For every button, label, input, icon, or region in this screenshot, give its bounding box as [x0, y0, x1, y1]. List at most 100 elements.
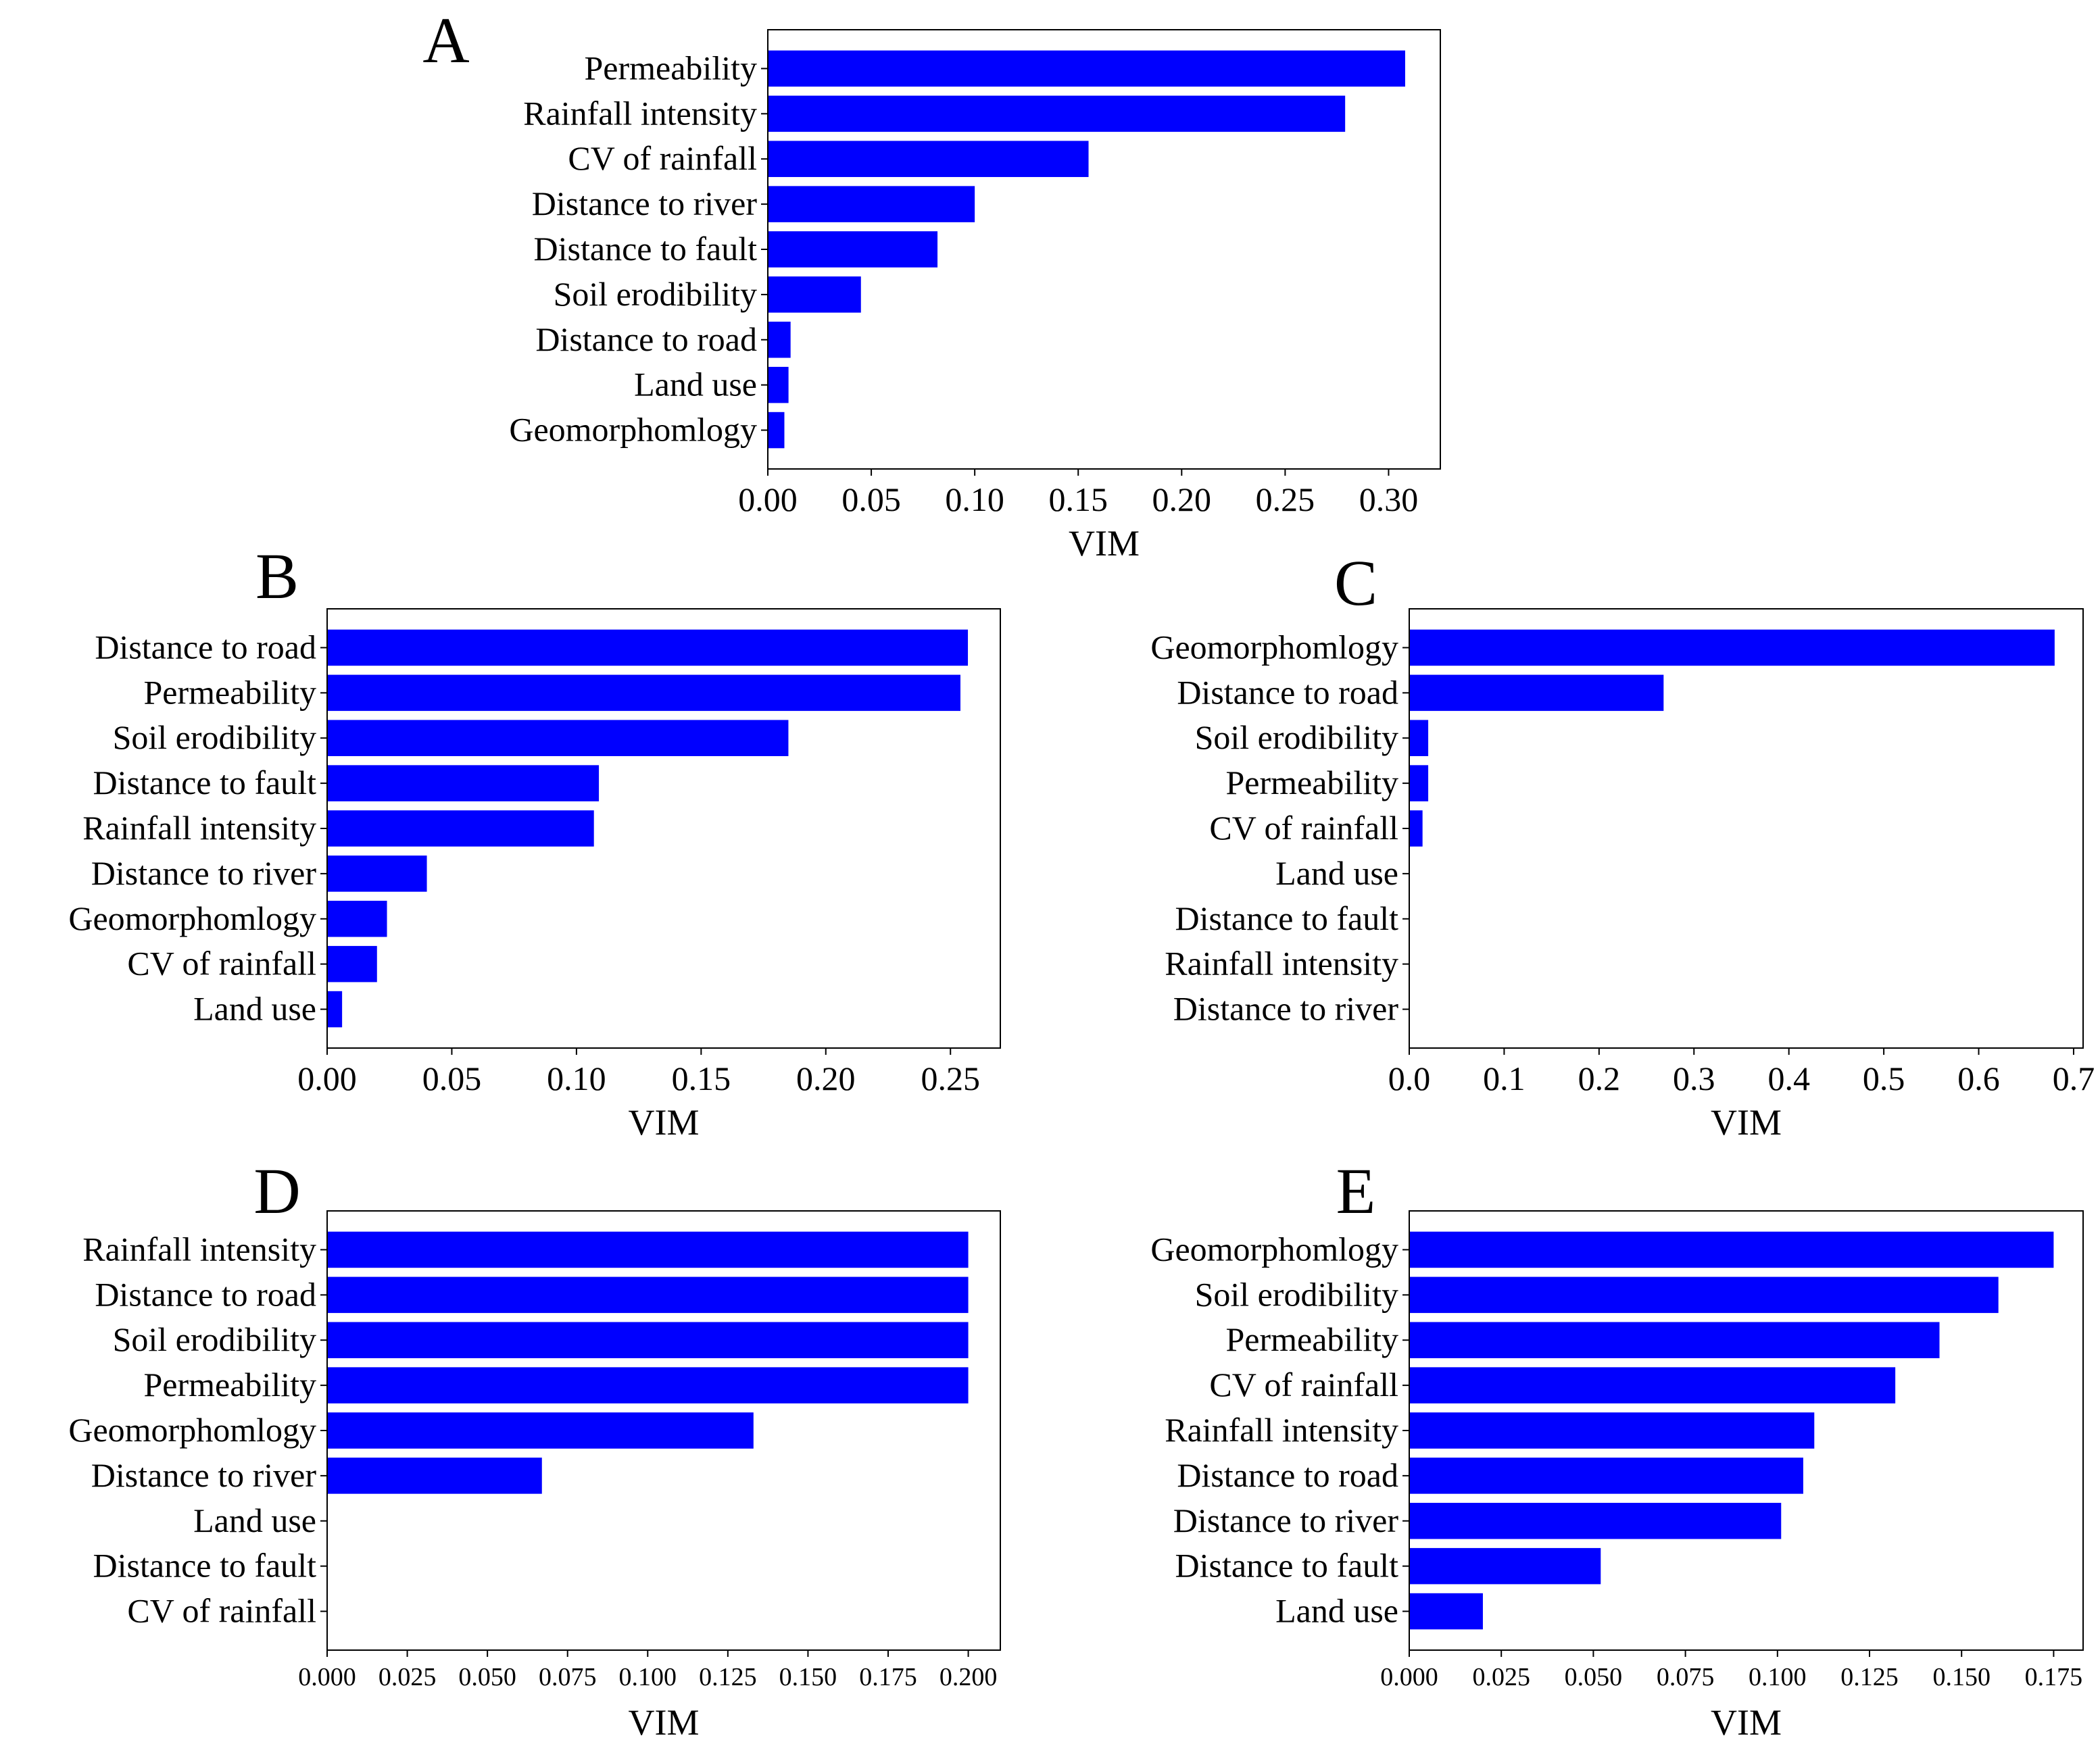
- x-tick-label: 0.05: [422, 1060, 482, 1097]
- bar: [1409, 629, 2055, 666]
- x-tick-label: 0.4: [1767, 1060, 1810, 1097]
- bar: [1409, 674, 1664, 712]
- category-label: Rainfall intensity: [1165, 1411, 1398, 1449]
- panel-letter: C: [1334, 547, 1377, 619]
- x-tick-label: 0.25: [921, 1060, 980, 1097]
- bar: [327, 720, 789, 756]
- bar: [1409, 1458, 1803, 1494]
- x-tick-label: 0.075: [1657, 1663, 1715, 1691]
- bar: [768, 276, 861, 313]
- bar: [327, 810, 594, 847]
- category-label: Geomorphomlogy: [1150, 628, 1398, 666]
- bar: [327, 855, 427, 892]
- category-label: Rainfall intensity: [82, 1230, 316, 1268]
- category-label: Distance to river: [1173, 990, 1399, 1028]
- x-tick-label: 0.10: [547, 1060, 606, 1097]
- plot-frame: [767, 29, 1441, 470]
- bar: [327, 1412, 754, 1449]
- x-tick-label: 0.30: [1359, 480, 1419, 518]
- bar: [1409, 1276, 1999, 1314]
- category-label: Geomorphomlogy: [68, 1411, 316, 1449]
- bar: [1409, 1367, 1896, 1403]
- bar: [768, 322, 791, 358]
- bar: [327, 1231, 969, 1268]
- bar: [327, 1276, 969, 1314]
- bar: [327, 629, 969, 666]
- category-label: Soil erodibility: [113, 1320, 316, 1358]
- x-tick-label: 0.1: [1483, 1060, 1525, 1097]
- category-label: Distance to river: [532, 184, 758, 222]
- x-axis-title: VIM: [629, 1702, 700, 1740]
- bar: [327, 1322, 969, 1358]
- bar: [768, 231, 938, 268]
- x-tick-label: 0.6: [1957, 1060, 2000, 1097]
- chart-panel-b: B Distance to road Permeability Soil erodib…: [68, 540, 1001, 1143]
- bar: [768, 95, 1346, 132]
- category-label: CV of rainfall: [127, 945, 316, 983]
- bar: [327, 765, 600, 801]
- category-label: Soil erodibility: [113, 718, 316, 756]
- category-label: Rainfall intensity: [82, 809, 316, 847]
- x-tick-label: 0.025: [379, 1663, 437, 1691]
- category-label: Rainfall intensity: [1165, 945, 1398, 983]
- category-label: Distance to fault: [93, 1547, 317, 1585]
- bar: [1409, 1593, 1483, 1630]
- x-tick-label: 0.175: [2025, 1663, 2083, 1691]
- category-label: Distance to fault: [1175, 899, 1399, 937]
- bar: [1409, 1231, 2054, 1268]
- category-label: CV of rainfall: [127, 1592, 316, 1630]
- category-label: Distance to road: [95, 628, 316, 666]
- bar: [768, 141, 1089, 177]
- x-tick-label: 0.7: [2053, 1060, 2095, 1097]
- category-label: CV of rainfall: [568, 139, 757, 177]
- category-label: Permeability: [1226, 1320, 1399, 1358]
- x-tick-label: 0.20: [796, 1060, 856, 1097]
- x-tick-label: 0.2: [1578, 1060, 1621, 1097]
- category-label: Permeability: [1226, 764, 1399, 801]
- category-label: CV of rainfall: [1209, 809, 1398, 847]
- category-label: Geomorphomlogy: [68, 899, 316, 937]
- category-label: Distance to road: [1177, 1456, 1398, 1494]
- category-label: Permeability: [585, 49, 758, 86]
- x-tick-label: 0.000: [1380, 1663, 1438, 1691]
- x-tick-label: 0.20: [1152, 480, 1212, 518]
- category-label: Land use: [193, 990, 316, 1028]
- bar: [327, 674, 960, 712]
- x-axis-title: VIM: [629, 1102, 700, 1143]
- category-label: Distance to road: [95, 1275, 316, 1313]
- category-label: Permeability: [144, 673, 317, 711]
- bar: [1409, 1412, 1815, 1449]
- category-label: Geomorphomlogy: [1150, 1230, 1398, 1268]
- x-tick-label: 0.00: [738, 480, 798, 518]
- category-label: Distance to fault: [534, 230, 758, 268]
- category-label: Distance to road: [1177, 673, 1398, 711]
- x-tick-label: 0.000: [298, 1663, 356, 1691]
- x-tick-label: 0.05: [841, 480, 901, 518]
- bar: [1409, 810, 1423, 847]
- bar: [1409, 1503, 1782, 1539]
- x-tick-label: 0.15: [1048, 480, 1108, 518]
- bar: [327, 1458, 542, 1494]
- category-label: Distance to fault: [93, 764, 317, 801]
- category-label: Distance to fault: [1175, 1547, 1399, 1585]
- category-label: Soil erodibility: [1195, 1275, 1398, 1313]
- category-label: Distance to road: [535, 320, 757, 358]
- panel-letter: E: [1336, 1155, 1376, 1227]
- plot-frame: [1409, 1210, 2084, 1651]
- bar: [327, 945, 377, 983]
- plot-frame: [326, 608, 1001, 1049]
- category-label: Land use: [634, 366, 757, 403]
- x-tick-label: 0.5: [1863, 1060, 1905, 1097]
- bar: [327, 1367, 969, 1403]
- x-tick-label: 0.100: [1749, 1663, 1807, 1691]
- category-label: Permeability: [144, 1366, 317, 1403]
- x-tick-label: 0.00: [297, 1060, 357, 1097]
- x-tick-label: 0.050: [1565, 1663, 1623, 1691]
- chart-panel-a: A Permeability Rainfall intensity CV of rai…: [422, 4, 1441, 564]
- category-label: Distance to river: [91, 854, 317, 892]
- category-label: Land use: [193, 1501, 316, 1539]
- bar: [768, 186, 975, 222]
- bar: [768, 412, 785, 449]
